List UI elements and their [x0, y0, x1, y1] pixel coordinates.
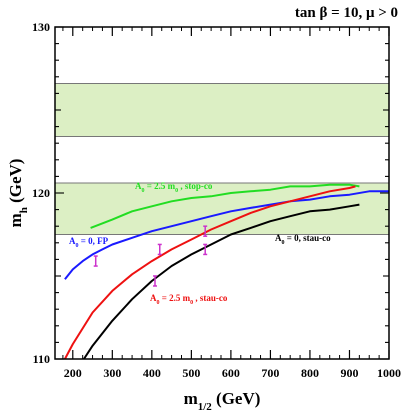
tick-labels: 200 300 400 500 600 700 800 900 1000 110 120 130: [32, 20, 401, 380]
series-line-3: [83, 203, 360, 360]
annotation-stau-co-black: A0 = 0, stau-co: [275, 233, 331, 246]
x-tick-label: 700: [261, 366, 279, 380]
series-line-2: [64, 185, 356, 360]
marker-4: [203, 243, 208, 256]
marker-0: [93, 255, 98, 267]
x-tick-label: 800: [301, 366, 319, 380]
x-tick-label: 900: [340, 366, 358, 380]
y-tick-label: 120: [32, 186, 50, 200]
x-tick-label: 600: [222, 366, 240, 380]
series-line-0: [90, 183, 360, 229]
chart-title: tan β = 10, μ > 0: [295, 5, 398, 21]
annotation-stau-co-red: A0 = 2.5 m0 , stau-co: [150, 293, 228, 306]
x-tick-label: 1000: [377, 366, 401, 380]
band-0: [55, 83, 389, 137]
allowed-mass-bands: [55, 82, 389, 235]
series-line-1: [64, 190, 389, 280]
x-tick-label: 400: [143, 366, 161, 380]
x-tick-label: 200: [64, 366, 82, 380]
marker-1: [153, 275, 158, 287]
x-tick-label: 500: [182, 366, 200, 380]
curves: [64, 183, 389, 360]
y-axis-label: mh (GeV): [6, 159, 30, 228]
axis-ticks: [55, 26, 390, 360]
x-axis-label: m1/2 (GeV): [184, 389, 261, 413]
marker-2: [157, 243, 162, 256]
annotation-fp: A0 = 0, FP: [69, 236, 109, 249]
annotation-stop-co: A0 = 2.5 m0 , stop-co: [135, 181, 213, 194]
y-tick-label: 110: [33, 352, 50, 366]
y-tick-label: 130: [32, 20, 50, 34]
markers: [93, 225, 208, 287]
marker-3: [203, 225, 208, 237]
x-tick-label: 300: [103, 366, 121, 380]
